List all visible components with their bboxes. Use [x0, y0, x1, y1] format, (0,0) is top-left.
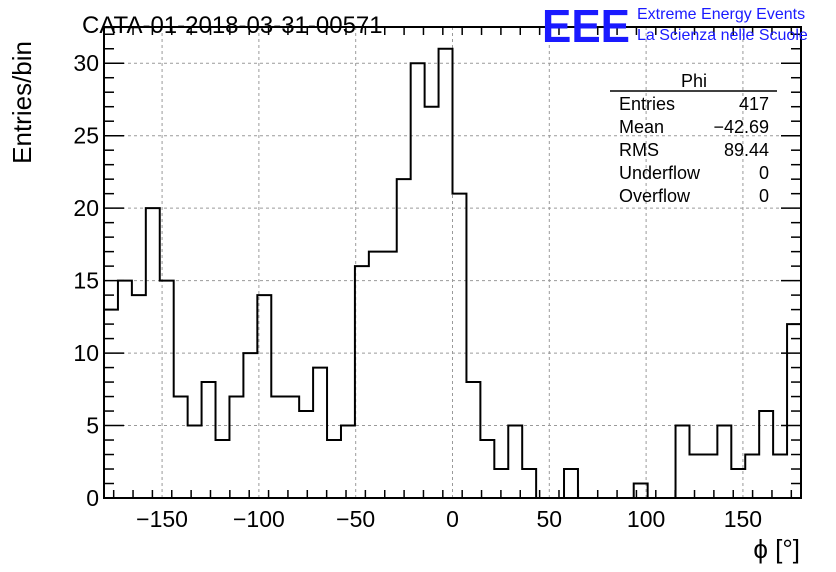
histogram-bin: [676, 426, 690, 498]
x-tick-label: −150: [136, 506, 188, 532]
histogram-bin: [466, 382, 480, 498]
stats-row-label: Entries: [619, 94, 675, 114]
histogram-bin: [759, 411, 773, 498]
histogram-bin: [118, 281, 132, 498]
histogram-bin: [327, 440, 341, 498]
stats-row-value: 417: [739, 94, 769, 114]
histogram-bin: [703, 455, 717, 498]
stats-title: Phi: [681, 71, 707, 91]
histogram-bin: [522, 469, 536, 498]
histogram-bin: [453, 194, 467, 498]
x-tick-label: 0: [446, 506, 459, 532]
y-axis-title: Entries/bin: [7, 41, 37, 164]
histogram-bin: [271, 397, 285, 498]
histogram-bin: [285, 397, 299, 498]
histogram-bin: [202, 382, 216, 498]
histogram-bin: [257, 295, 271, 498]
histogram-bin: [717, 426, 731, 498]
histogram-bin: [425, 107, 439, 498]
stats-box: Phi Entries 417 Mean −42.69 RMS 89.44 Underflo…: [610, 71, 777, 206]
stats-row-value: 89.44: [724, 140, 769, 160]
histogram-bin: [689, 455, 703, 498]
histogram-bin: [174, 397, 188, 498]
histogram-bin: [480, 440, 494, 498]
stats-row-value: −42.69: [713, 117, 769, 137]
x-tick-label: 100: [627, 506, 665, 532]
histogram-bin: [355, 266, 369, 498]
stats-row-value: 0: [759, 186, 769, 206]
histogram-bin: [383, 252, 397, 498]
y-tick-labels: 0 5 10 15 20 25 30: [73, 50, 99, 511]
histogram-bin: [439, 49, 453, 498]
histogram-bin: [132, 295, 146, 498]
histogram-step-line: [103, 47, 802, 499]
stats-row-label: Mean: [619, 117, 664, 137]
run-title: CATA-01-2018-03-31-00571: [82, 12, 383, 39]
eee-logo-mark: EEE: [542, 0, 630, 52]
y-tick-label: 30: [73, 50, 99, 76]
histogram-bin: [229, 397, 243, 498]
y-tick-label: 20: [73, 195, 99, 221]
y-tick-label: 10: [73, 340, 99, 366]
y-tick-label: 5: [86, 413, 99, 439]
histogram-bin: [773, 455, 787, 498]
eee-logo-line2: La Scienza nelle Scuole: [637, 27, 808, 44]
x-tick-label: −50: [336, 506, 375, 532]
plot-frame: [103, 26, 802, 499]
y-tick-label: 15: [73, 268, 99, 294]
x-tick-label: −100: [233, 506, 285, 532]
histogram-bin: [369, 252, 383, 498]
histogram-bin: [341, 426, 355, 498]
x-tick-label: 50: [537, 506, 563, 532]
stats-rows: Entries 417 Mean −42.69 RMS 89.44 Underflow 0 Ov…: [619, 94, 769, 206]
histogram-bin: [216, 440, 230, 498]
x-axis-title: ϕ [°]: [753, 534, 800, 564]
y-tick-label: 0: [86, 485, 99, 511]
y-tick-label: 25: [73, 123, 99, 149]
eee-logo-line1: Extreme Energy Events: [637, 6, 805, 23]
histogram-bin: [313, 368, 327, 498]
histogram-bin: [188, 426, 202, 498]
eee-logo: EEE Extreme Energy Events La Scienza nel…: [542, 0, 808, 52]
x-tick-labels: −150 −100 −50 0 50 100 150: [136, 506, 762, 532]
histogram-bin: [397, 179, 411, 498]
histogram-bin: [508, 426, 522, 498]
stats-row-label: Underflow: [619, 163, 701, 183]
stats-row-value: 0: [759, 163, 769, 183]
stats-row-label: RMS: [619, 140, 659, 160]
histogram-bin: [299, 411, 313, 498]
axis-ticks: [104, 27, 801, 498]
x-tick-label: 150: [724, 506, 762, 532]
stats-row-label: Overflow: [619, 186, 691, 206]
histogram-bin: [564, 469, 578, 498]
